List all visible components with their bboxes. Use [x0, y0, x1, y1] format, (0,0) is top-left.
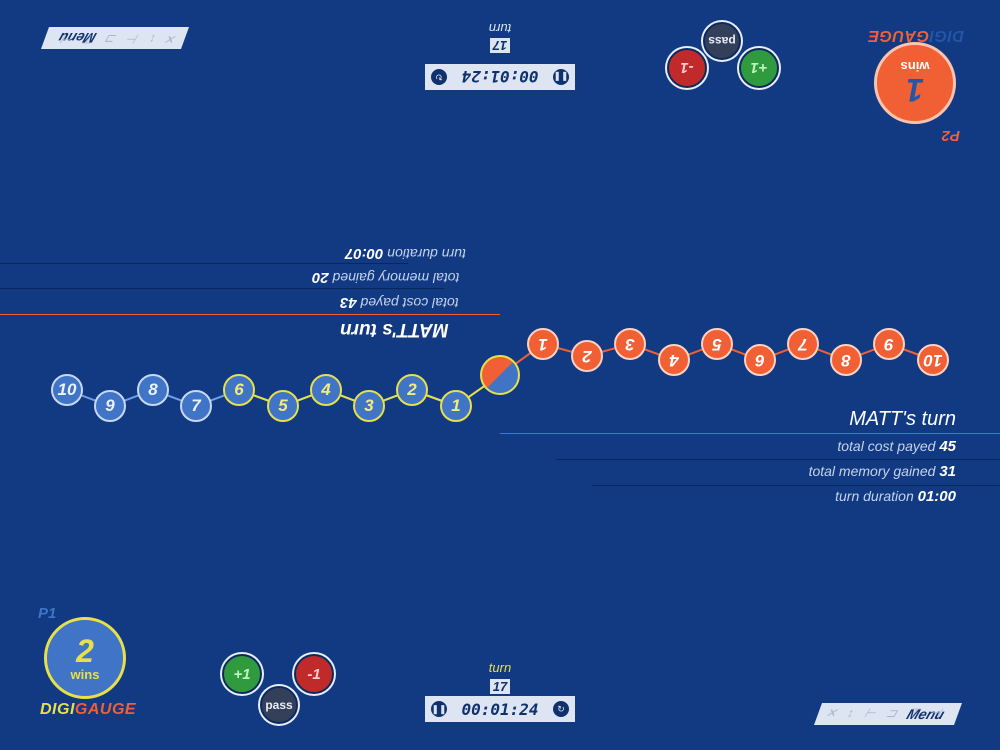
- p1-stat-cost-label: total cost payed: [837, 438, 936, 454]
- p1-reset-icon[interactable]: ↻: [553, 701, 569, 717]
- p1-logo-gauge: GAUGE: [74, 701, 137, 718]
- p1-stat-duration-label: turn duration: [835, 488, 914, 504]
- p1-stat-duration-value: 01:00: [917, 488, 956, 505]
- gauge-node-label: 1: [451, 396, 461, 415]
- p1-timer: ❚❚ 00:01:24 ↻: [425, 696, 575, 722]
- gauge-node-label: 1: [538, 335, 548, 354]
- p1-minus-label: -1: [307, 665, 321, 683]
- p1-wins-count: 2: [76, 632, 94, 669]
- p1-controls: +1 -1 pass: [220, 650, 336, 725]
- gauge-node-label: 3: [364, 396, 374, 415]
- p1-stats-heading: MATT's turn: [849, 408, 956, 430]
- p1-logo-digi: DIGI: [40, 701, 75, 718]
- gauge-node-label: 2: [582, 347, 592, 366]
- gauge-node-p2-1[interactable]: 1: [527, 328, 559, 360]
- gauge-node-p2-2[interactable]: 2: [571, 340, 603, 372]
- p1-turn-counter: turn 17 ❚❚ 00:01:24 ↻: [425, 660, 575, 722]
- gauge-node-p1-5[interactable]: 5: [267, 390, 299, 422]
- gauge-node-label: 7: [191, 396, 201, 415]
- gauge-node-p1-9[interactable]: 9: [94, 390, 126, 422]
- p1-stat-memory-label: total memory gained: [808, 463, 936, 479]
- gauge-node-p1-3[interactable]: 3: [353, 390, 385, 422]
- p1-stat-memory-value: 31: [939, 463, 956, 480]
- p1-turn-label: turn: [488, 660, 512, 675]
- gauge-node-p2-3[interactable]: 3: [614, 328, 646, 360]
- gauge-node-p2-4[interactable]: 4: [658, 344, 690, 376]
- p1-logo: DIGIGAUGE: [40, 701, 136, 719]
- p1-plus-label: +1: [233, 665, 251, 683]
- p1-minus-button[interactable]: -1: [294, 654, 334, 694]
- gauge-node-p2-9[interactable]: 9: [873, 328, 905, 360]
- gauge-node-label: 9: [884, 335, 894, 354]
- gauge-node-label: 9: [105, 396, 115, 415]
- p1-stat-memory: total memory gained 31: [809, 463, 956, 480]
- p1-stats-divider-2: [556, 459, 1000, 460]
- p1-wins-badge: 2 wins: [44, 617, 126, 699]
- p1-menu-button[interactable]: ✕ ↕ ⊢ ⊐ ⊤ ⊣ Menu: [813, 703, 963, 725]
- p1-turn-number: 17: [489, 679, 511, 694]
- gauge-node-p1-4[interactable]: 4: [310, 374, 342, 406]
- gauge-node-label: 8: [841, 351, 851, 370]
- gauge-center-marker[interactable]: 0: [480, 355, 520, 395]
- gauge-node-p1-7[interactable]: 7: [180, 390, 212, 422]
- gauge-node-p2-10[interactable]: 10: [917, 344, 949, 376]
- gauge-node-p1-2[interactable]: 2: [396, 374, 428, 406]
- p1-stat-cost-value: 45: [939, 438, 956, 455]
- gauge-node-label: 4: [321, 380, 331, 399]
- p1-stat-cost: total cost payed 45: [837, 438, 956, 455]
- gauge-node-label: 5: [278, 396, 288, 415]
- gauge-node-p1-8[interactable]: 8: [137, 374, 169, 406]
- p1-plus-button[interactable]: +1: [222, 654, 262, 694]
- gauge-node-label: 4: [669, 351, 679, 370]
- p1-stats-panel: MATT's turn total cost payed 45 total me…: [500, 406, 1000, 506]
- gauge-node-p2-7[interactable]: 7: [787, 328, 819, 360]
- gauge-center-value: 0: [482, 366, 518, 382]
- p1-menu-symbols: ✕ ↕ ⊢ ⊐ ⊤ ⊣: [823, 706, 948, 720]
- p1-pass-button[interactable]: pass: [260, 686, 298, 724]
- gauge-node-label: 7: [798, 335, 808, 354]
- p1-stats-divider-3: [592, 485, 1000, 486]
- gauge-node-label: 10: [923, 351, 943, 370]
- gauge-node-p2-6[interactable]: 6: [744, 344, 776, 376]
- p1-timer-text: 00:01:24: [461, 699, 539, 719]
- gauge-node-p1-6[interactable]: 6: [223, 374, 255, 406]
- p1-badge-group: P1 2 wins DIGIGAUGE: [34, 605, 136, 727]
- p1-label: P1: [38, 605, 57, 622]
- gauge-node-label: 6: [234, 380, 244, 399]
- gauge-node-label: 8: [148, 380, 158, 399]
- gauge-node-p1-10[interactable]: 10: [51, 374, 83, 406]
- p1-wins-label: wins: [70, 666, 100, 682]
- p1-stat-duration: turn duration 01:00: [835, 488, 956, 505]
- p1-stats-divider-1: [500, 433, 1000, 434]
- gauge-node-p2-8[interactable]: 8: [830, 344, 862, 376]
- gauge-node-label: 3: [625, 335, 635, 354]
- gauge-node-p1-1[interactable]: 1: [440, 390, 472, 422]
- gauge-node-label: 2: [407, 380, 417, 399]
- p1-pause-icon[interactable]: ❚❚: [431, 701, 447, 717]
- gauge-node-label: 5: [712, 335, 722, 354]
- p1-pass-label: pass: [265, 698, 293, 712]
- gauge-node-p2-5[interactable]: 5: [701, 328, 733, 360]
- gauge-node-label: 10: [57, 380, 77, 399]
- gauge-node-label: 6: [755, 351, 765, 370]
